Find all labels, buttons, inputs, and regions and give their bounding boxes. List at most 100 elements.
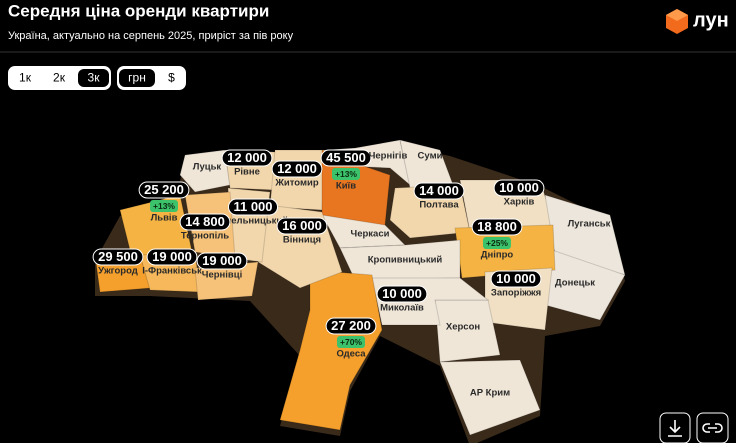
currency-label: грн <box>128 71 146 85</box>
currency-button[interactable]: $ <box>168 71 175 85</box>
rooms-label: 1к <box>19 71 32 85</box>
price: 18 800 <box>477 219 517 234</box>
region-name: Рівне <box>234 167 260 178</box>
region-name: Київ <box>336 181 356 192</box>
price-pill <box>493 179 545 197</box>
region-label: 10 000 Миколаїв <box>376 285 428 314</box>
region-label: 10 000 Харків <box>493 179 545 208</box>
region-name: Полтава <box>419 200 459 211</box>
price: 27 200 <box>331 318 371 333</box>
region-name: Хмельницький <box>218 216 288 227</box>
title: Середня ціна оренди квартири <box>8 1 269 20</box>
price: 10 000 <box>496 271 536 286</box>
region-name: Кропивницький <box>368 255 443 266</box>
region-label: 27 200 +70% Одеса <box>325 317 377 360</box>
region-label: 25 200 +13% Львів <box>138 181 190 224</box>
rooms-label: 2к <box>53 71 66 85</box>
region-label: Черкаси <box>351 229 390 240</box>
region-label: АР Крим <box>470 388 510 399</box>
price-pill <box>376 285 428 303</box>
growth-pill <box>332 168 360 180</box>
price: 25 200 <box>144 182 184 197</box>
price: 16 000 <box>282 218 322 233</box>
price-pill <box>271 160 323 178</box>
region-label: Чернігів <box>369 151 408 162</box>
logo[interactable]: лун <box>666 9 729 34</box>
price: 14 800 <box>185 214 225 229</box>
region-name: Дніпро <box>481 250 514 261</box>
link-icon <box>702 423 723 433</box>
region-name: Ужгород <box>98 266 138 277</box>
region-label: 16 000 Вінниця <box>276 217 328 246</box>
growth: +70% <box>340 337 362 347</box>
region-label: 18 800 +25% Дніпро <box>471 218 523 261</box>
price: 12 000 <box>277 161 317 176</box>
region-label: 12 000 Рівне <box>221 149 273 178</box>
region-name: Чернівці <box>202 270 242 281</box>
region-name: Черкаси <box>351 229 390 240</box>
region-name: Запоріжжя <box>491 288 541 299</box>
growth-pill <box>483 237 511 249</box>
growth-pill <box>150 200 178 212</box>
price-pill <box>276 217 328 235</box>
price-pill <box>227 198 279 216</box>
region-label: 11 000 Хмельницький <box>218 198 288 227</box>
region-name: Львів <box>151 213 178 224</box>
price: 14 000 <box>419 183 459 198</box>
link-button[interactable] <box>696 412 729 443</box>
rooms-button[interactable]: 3к <box>78 69 109 87</box>
region-crimea <box>439 359 541 436</box>
growth: +13% <box>153 201 175 211</box>
price-pill <box>471 218 523 236</box>
price-pill <box>196 252 248 270</box>
region-label: Суми <box>418 151 443 162</box>
price: 19 000 <box>202 253 242 268</box>
price-pill <box>320 149 372 167</box>
logo-icon-top <box>666 9 688 21</box>
region-name: Тернопіль <box>181 231 229 242</box>
region-name: І-Франківськ <box>142 266 202 277</box>
selected-pill <box>78 69 109 87</box>
price: 45 500 <box>326 150 366 165</box>
region-odesa <box>279 269 383 431</box>
rooms-button[interactable]: 1к <box>19 71 32 85</box>
region-volyn <box>179 149 231 193</box>
region-label: 12 000 Житомир <box>271 160 323 189</box>
download-button[interactable] <box>659 412 691 443</box>
currency-button[interactable]: грн <box>119 69 155 87</box>
selected-pill <box>119 69 155 87</box>
price-pill <box>92 248 144 266</box>
price: 10 000 <box>499 180 539 195</box>
price-pill <box>138 181 190 199</box>
region-name: Вінниця <box>283 235 321 246</box>
price: 12 000 <box>227 150 267 165</box>
growth: +25% <box>486 238 508 248</box>
rooms-button[interactable]: 2к <box>53 71 66 85</box>
currency-label: $ <box>168 71 175 85</box>
logo-text: лун <box>693 9 729 31</box>
region-label: 19 000 І-Франківськ <box>142 248 202 277</box>
price-pill <box>221 149 273 167</box>
subtitle: Україна, актуально на серпень 2025, прир… <box>8 30 294 42</box>
region-label: 29 500 Ужгород <box>92 248 144 277</box>
download-icon <box>668 420 682 437</box>
region-label: 10 000 Запоріжжя <box>490 270 542 299</box>
region-name: Миколаїв <box>380 303 424 314</box>
region-name: Харків <box>504 197 535 208</box>
region-label: 19 000 Чернівці <box>196 252 248 281</box>
region-label: Луганськ <box>568 219 611 230</box>
price-pill <box>490 270 542 288</box>
region-name: Суми <box>418 151 443 162</box>
price-pill <box>179 213 231 231</box>
region-name: Луганськ <box>568 219 611 230</box>
region-name: Житомир <box>274 178 318 189</box>
region-label: Луцьк <box>193 162 222 173</box>
region-label: 14 000 Полтава <box>413 182 465 211</box>
price-pill <box>325 317 377 335</box>
region-name: Херсон <box>446 322 481 333</box>
price-pill <box>413 182 465 200</box>
region-label: Донецьк <box>555 278 595 289</box>
price: 29 500 <box>98 249 138 264</box>
price: 11 000 <box>233 199 272 214</box>
